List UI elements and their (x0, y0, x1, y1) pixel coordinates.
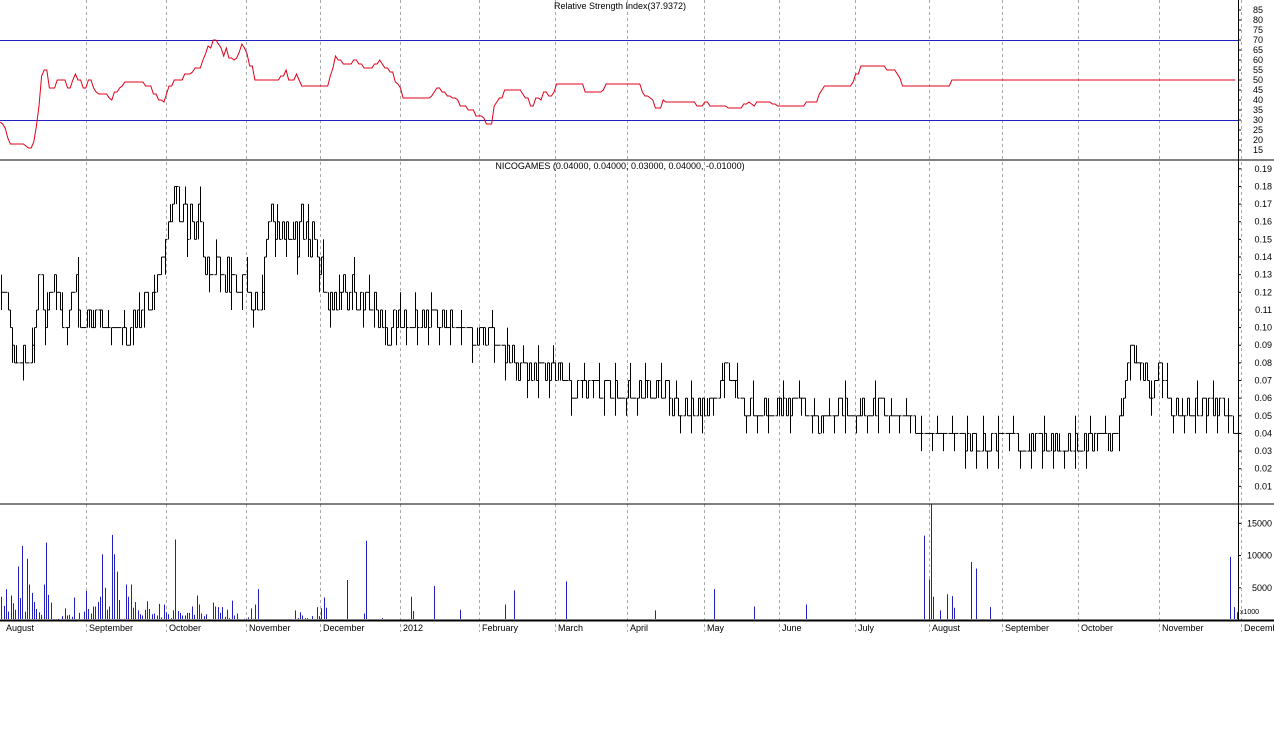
price-y-tick-label: 0.11 (1255, 305, 1272, 315)
rsi-y-tick-label: 85 (1253, 5, 1263, 15)
x-tick-label: September (1005, 623, 1049, 633)
rsi-y-tick-label: 25 (1253, 125, 1263, 135)
rsi-y-tick-label: 20 (1253, 135, 1263, 145)
x-tick-label: November (249, 623, 291, 633)
price-y-tick-label: 0.03 (1254, 446, 1272, 456)
rsi-y-tick-label: 75 (1253, 25, 1263, 35)
rsi-y-tick-label: 45 (1253, 85, 1263, 95)
rsi-y-tick-label: 15 (1253, 145, 1263, 155)
rsi-panel-title: Relative Strength Index(37.9372) (554, 1, 686, 11)
x-tick-label: August (6, 623, 35, 633)
rsi-y-tick-label: 50 (1253, 75, 1263, 85)
axes: August September October November December 20… (0, 5, 1274, 633)
rsi-y-tick-label: 40 (1253, 95, 1263, 105)
price-y-tick-label: 0.06 (1254, 393, 1272, 403)
rsi-y-tick-label: 80 (1253, 15, 1263, 25)
price-y-tick-label: 0.05 (1254, 411, 1272, 421)
price-y-tick-label: 0.19 (1254, 164, 1272, 174)
rsi-y-tick-label: 60 (1253, 55, 1263, 65)
price-y-tick-label: 0.09 (1254, 340, 1272, 350)
volume-y-tick-label: 15000 (1247, 518, 1272, 528)
price-y-tick-label: 0.12 (1254, 287, 1272, 297)
rsi-panel (0, 39, 1238, 149)
rsi-y-tick-label: 65 (1253, 45, 1263, 55)
rsi-y-tick-label: 30 (1253, 115, 1263, 125)
x-tick-label: May (707, 623, 725, 633)
x-tick-label: December (1244, 623, 1274, 633)
rsi-y-tick-label: 35 (1253, 105, 1263, 115)
x-tick-label: February (482, 623, 519, 633)
price-y-tick-label: 0.01 (1254, 481, 1272, 491)
x-tick-label: April (630, 623, 648, 633)
volume-y-tick-label: 10000 (1247, 551, 1272, 561)
x-tick-label: June (782, 623, 802, 633)
x-tick-label: October (169, 623, 201, 633)
rsi-y-tick-label: 70 (1253, 35, 1263, 45)
x-tick-label: March (558, 623, 583, 633)
x-tick-label: September (89, 623, 133, 633)
price-y-tick-label: 0.08 (1254, 358, 1272, 368)
volume-scale-label: x1000 (1240, 609, 1259, 616)
x-tick-label: July (858, 623, 875, 633)
price-y-tick-label: 0.13 (1254, 270, 1272, 280)
x-tick-label: December (323, 623, 365, 633)
price-panel-title: NICOGAMES (0.04000, 0.04000, 0.03000, 0.… (495, 161, 744, 171)
x-tick-label: November (1162, 623, 1204, 633)
x-tick-label: 2012 (403, 623, 423, 633)
x-tick-label: August (932, 623, 961, 633)
volume-y-tick-label: 5000 (1252, 583, 1272, 593)
price-y-tick-label: 0.18 (1254, 181, 1272, 191)
price-y-tick-label: 0.02 (1254, 464, 1272, 474)
price-y-tick-label: 0.15 (1254, 234, 1272, 244)
x-tick-label: October (1081, 623, 1113, 633)
price-y-tick-label: 0.16 (1254, 217, 1272, 227)
price-y-tick-label: 0.10 (1254, 323, 1272, 333)
volume-panel (1, 503, 1238, 620)
price-y-tick-label: 0.17 (1254, 199, 1272, 209)
rsi-line (0, 39, 1236, 149)
rsi-y-tick-label: 55 (1253, 65, 1263, 75)
vertical-grid (86, 0, 1242, 632)
panel-frames (0, 0, 1274, 621)
price-y-tick-label: 0.04 (1254, 428, 1272, 438)
price-panel (1, 185, 1240, 469)
price-y-tick-label: 0.07 (1254, 376, 1272, 386)
price-y-tick-label: 0.14 (1254, 252, 1272, 262)
